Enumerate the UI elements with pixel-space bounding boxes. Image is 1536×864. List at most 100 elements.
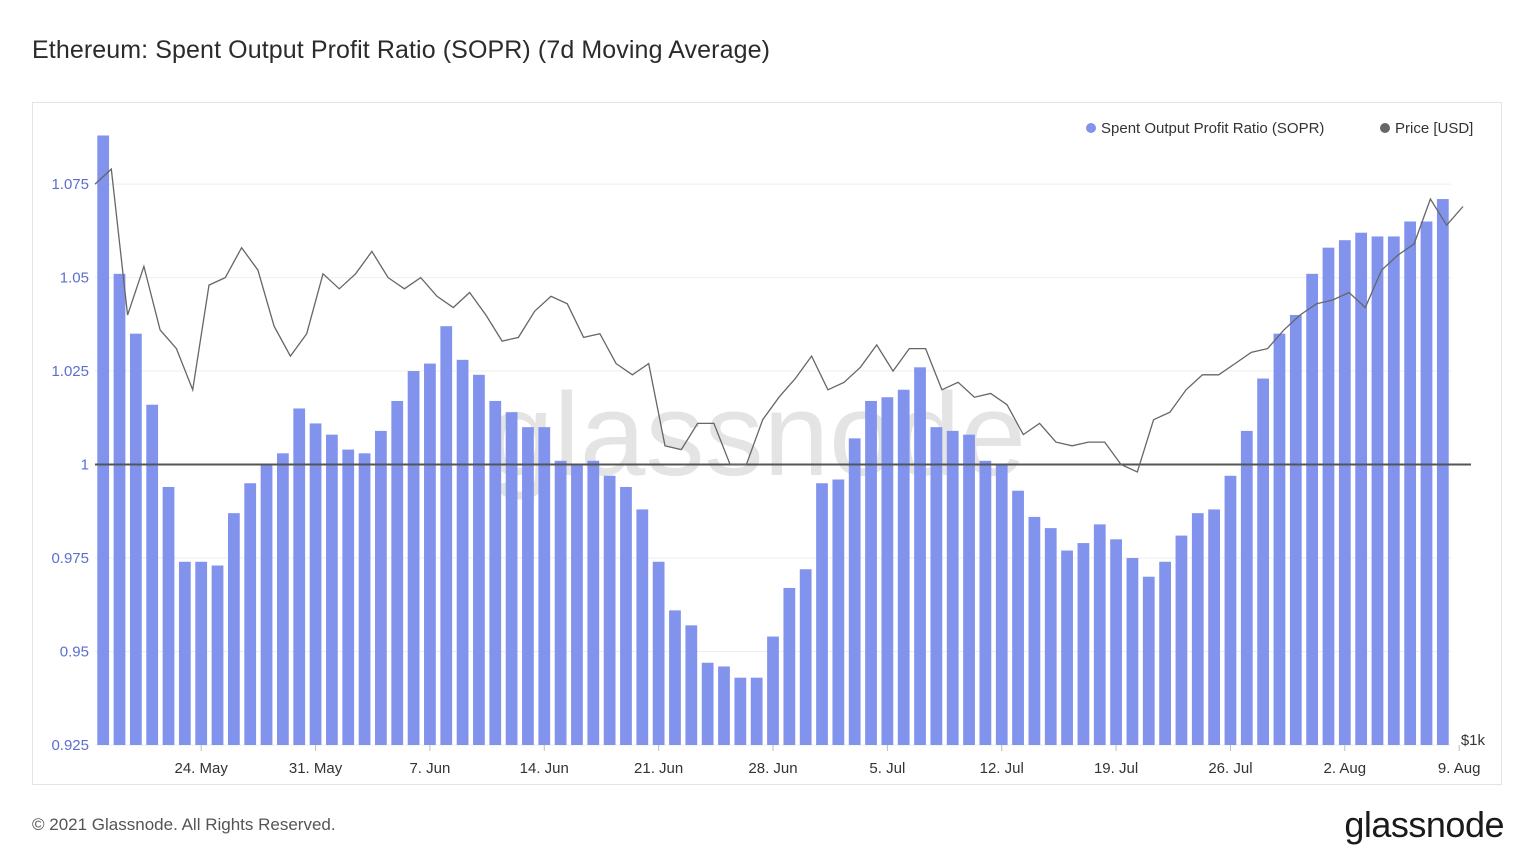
x-tick-label-11: 9. Aug: [1438, 760, 1481, 777]
sopr-chart: glassnode 0.9250.950.97511.0251.051.075 …: [51, 120, 1486, 777]
sopr-bar-69: [1224, 475, 1237, 745]
x-tick-label-2: 7. Jun: [409, 760, 450, 777]
x-tick-label-7: 12. Jul: [980, 760, 1024, 777]
footer-copyright: © 2021 Glassnode. All Rights Reserved.: [32, 815, 336, 834]
y-tick-label-2: 0.975: [51, 550, 89, 567]
sopr-bar-26: [522, 427, 534, 745]
sopr-bar-11: [276, 453, 289, 745]
sopr-bar-24: [489, 400, 502, 745]
glassnode-logo: glassnode: [1344, 804, 1504, 845]
sopr-bar-61: [1093, 524, 1106, 745]
sopr-bar-76: [1338, 240, 1351, 745]
sopr-bar-18: [391, 400, 404, 745]
sopr-bar-6: [195, 561, 208, 745]
legend-price-label: Price [USD]: [1395, 120, 1473, 137]
x-tick-label-8: 19. Jul: [1094, 760, 1138, 777]
legend-sopr-label: Spent Output Profit Ratio (SOPR): [1101, 120, 1324, 137]
sopr-bar-70: [1240, 430, 1253, 745]
y-axis: 0.925 0.95 0.975 1 1.025 1.05 1.075: [51, 176, 89, 754]
y-tick-label-6: 1.075: [51, 176, 89, 193]
sopr-bar-5: [178, 561, 191, 745]
sopr-bar-20: [424, 363, 436, 745]
chart-legend: Spent Output Profit Ratio (SOPR) Price […: [1086, 120, 1473, 137]
sopr-bar-77: [1355, 232, 1368, 746]
x-tick-label-3: 14. Jun: [520, 760, 569, 777]
sopr-bar-2: [129, 333, 142, 745]
sopr-bar-29: [571, 464, 583, 745]
sopr-bar-16: [358, 453, 371, 745]
sopr-bar-79: [1387, 236, 1400, 745]
legend-item-sopr[interactable]: Spent Output Profit Ratio (SOPR): [1086, 120, 1324, 137]
sopr-bar-17: [375, 430, 387, 745]
y-tick-label-1: 0.95: [60, 644, 89, 661]
sopr-bar-1: [113, 273, 126, 745]
sopr-bar-67: [1191, 513, 1204, 745]
sopr-bar-12: [293, 408, 306, 745]
sopr-bar-66: [1175, 535, 1188, 745]
y-tick-label-0: 0.925: [51, 737, 89, 754]
sopr-bar-4: [162, 486, 175, 745]
sopr-bar-35: [669, 610, 681, 745]
sopr-bar-15: [342, 449, 355, 745]
sopr-bar-48: [881, 397, 894, 745]
sopr-bar-34: [652, 561, 665, 745]
sopr-bar-58: [1044, 528, 1057, 745]
sopr-bar-56: [1012, 490, 1024, 745]
right-axis-label: $1k: [1461, 732, 1486, 749]
x-tick-label-0: 24. May: [175, 760, 229, 777]
sopr-bar-27: [538, 427, 551, 745]
sopr-bar-23: [473, 374, 485, 745]
sopr-bar-64: [1142, 576, 1155, 745]
sopr-bars: [97, 135, 1449, 746]
sopr-bar-38: [718, 666, 730, 745]
x-tick-label-9: 26. Jul: [1208, 760, 1252, 777]
legend-price-marker: [1380, 123, 1390, 133]
sopr-bar-32: [620, 486, 632, 745]
sopr-bar-40: [750, 677, 763, 745]
sopr-bar-14: [326, 434, 338, 745]
sopr-bar-52: [946, 430, 959, 745]
x-axis: 24. May 31. May 7. Jun 14. Jun 21. Jun 28. Ju…: [175, 745, 1481, 777]
sopr-bar-44: [816, 483, 828, 745]
sopr-bar-55: [995, 464, 1008, 745]
sopr-bar-63: [1126, 558, 1139, 745]
x-tick-label-10: 2. Aug: [1324, 760, 1367, 777]
sopr-bar-28: [554, 460, 567, 745]
sopr-bar-72: [1273, 333, 1286, 745]
legend-sopr-marker: [1086, 123, 1096, 133]
sopr-bar-47: [865, 400, 877, 745]
sopr-bar-19: [407, 371, 420, 745]
sopr-bar-80: [1404, 221, 1417, 745]
sopr-bar-21: [440, 326, 453, 745]
chart-title: Ethereum: Spent Output Profit Ratio (SOP…: [32, 36, 771, 64]
sopr-bar-78: [1371, 236, 1384, 745]
sopr-bar-8: [227, 513, 240, 745]
sopr-bar-9: [244, 483, 257, 745]
sopr-bar-75: [1322, 247, 1335, 746]
sopr-bar-54: [979, 460, 992, 745]
price-line: [94, 167, 1464, 473]
sopr-bar-30: [587, 460, 600, 745]
sopr-bar-22: [456, 359, 469, 745]
sopr-bar-71: [1257, 378, 1270, 745]
sopr-bar-0: [97, 135, 110, 746]
sopr-bar-39: [734, 677, 747, 745]
price-line-group: [94, 167, 1464, 473]
sopr-bar-59: [1061, 550, 1073, 745]
sopr-bar-81: [1420, 221, 1433, 745]
legend-item-price[interactable]: Price [USD]: [1380, 120, 1473, 137]
sopr-bar-37: [701, 662, 714, 745]
sopr-bar-50: [914, 367, 926, 745]
sopr-bar-65: [1159, 561, 1171, 745]
sopr-bar-62: [1110, 539, 1122, 745]
sopr-bar-60: [1077, 543, 1090, 745]
sopr-bar-45: [832, 479, 845, 745]
sopr-bar-51: [930, 427, 943, 745]
sopr-bar-57: [1028, 516, 1041, 745]
sopr-bar-41: [767, 636, 779, 745]
sopr-bar-42: [783, 587, 796, 745]
sopr-bar-3: [146, 404, 159, 745]
sopr-bar-49: [897, 389, 910, 745]
sopr-bar-43: [799, 569, 812, 745]
x-tick-label-4: 21. Jun: [634, 760, 683, 777]
